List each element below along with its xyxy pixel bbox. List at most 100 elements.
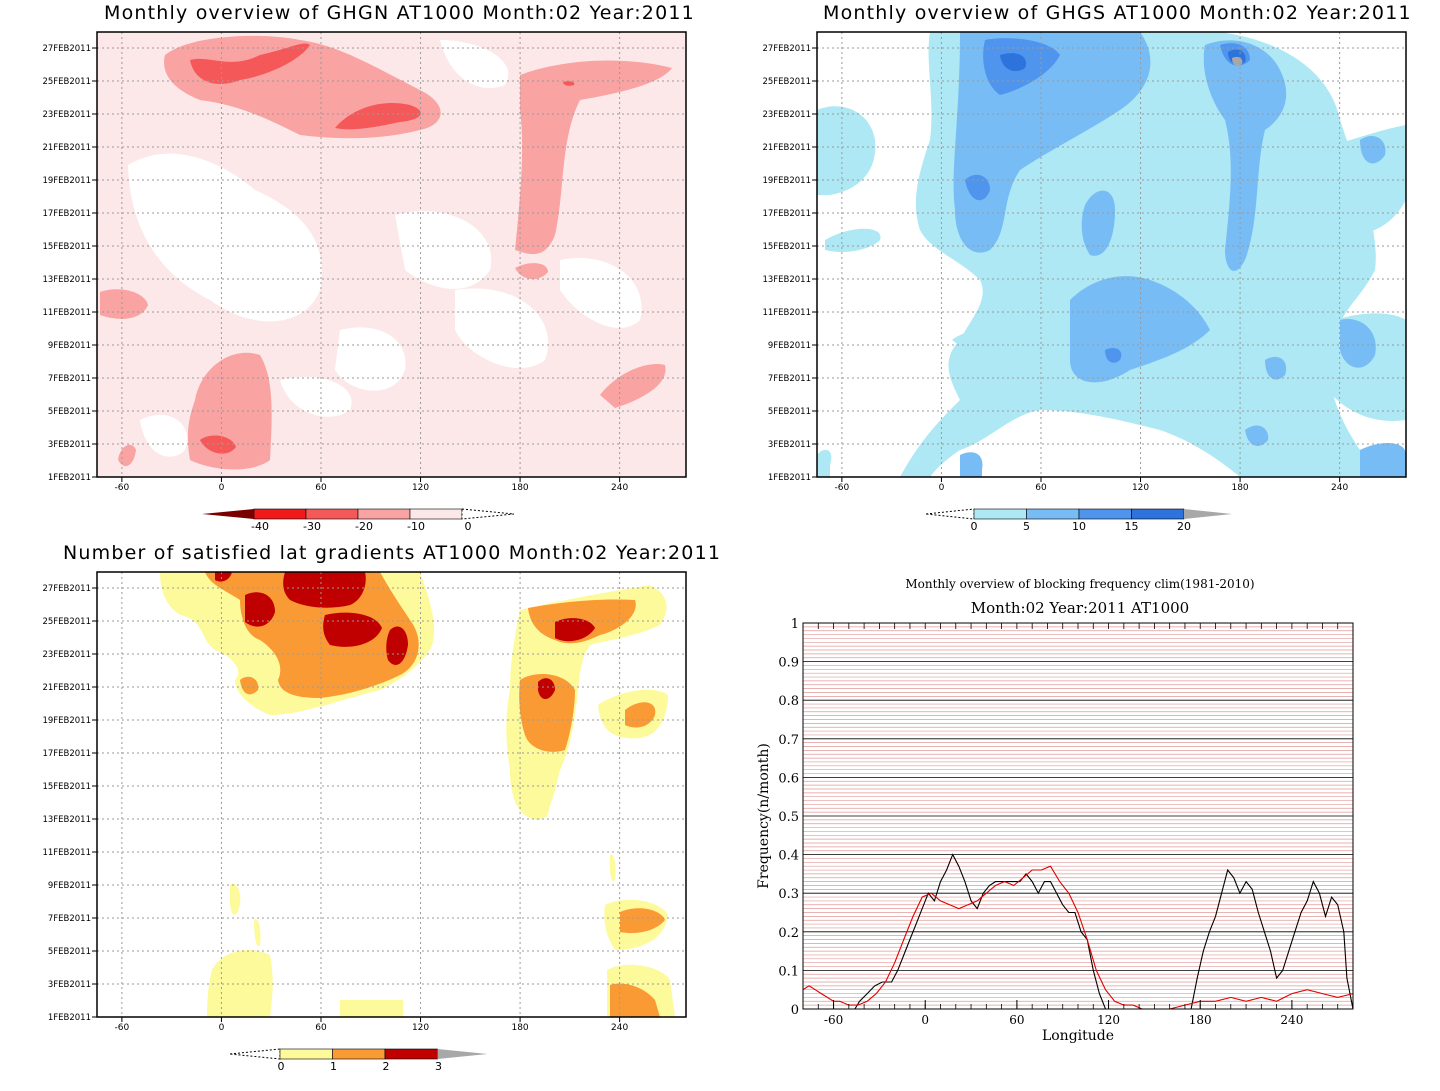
chart-3-title: Number of satisfied lat gradients AT1000…	[63, 542, 722, 564]
y-tick-label: 0.9	[778, 656, 799, 671]
chart-1-region-light-red-west	[100, 289, 148, 319]
chart-2-title: Monthly overview of GHGS AT1000 Month:02…	[823, 2, 1412, 24]
y-tick-label: 27FEB2011	[42, 584, 91, 594]
x-tick-label: 240	[611, 483, 628, 493]
chart-1-region-light-red-sw	[118, 444, 136, 467]
chart-3-region-crimson-right	[386, 626, 408, 665]
chart-2-axis-ticks: -60 0 60 120 180 240 1FEB2011 3FEB2011 5FEB2011 7…	[762, 44, 1348, 493]
chart-2-region-blue2-west	[965, 174, 990, 201]
x-tick-label: 180	[1189, 1013, 1212, 1027]
y-tick-label: 1FEB2011	[48, 473, 91, 483]
y-tick-label: 21FEB2011	[762, 143, 811, 153]
chart-4-subtitle: Month:02 Year:2011 AT1000	[970, 599, 1190, 617]
y-tick-label: 11FEB2011	[762, 308, 811, 318]
x-tick-label: -60	[824, 1013, 843, 1027]
chart-3-frame	[96, 571, 687, 1018]
chart-2-region-blue1-south-center	[1245, 425, 1269, 446]
y-tick-label: 3FEB2011	[48, 980, 91, 990]
chart-2-region-blue1-se	[1360, 443, 1406, 477]
chart-4-grid-minor	[803, 626, 1353, 1006]
x-tick-label: 240	[611, 1023, 628, 1033]
colorbar-label: -10	[407, 520, 425, 533]
colorbar-swatch	[357, 508, 411, 520]
chart-2-colorbar: 0 5 10 15 20	[925, 508, 1232, 533]
x-tick-label: 180	[511, 483, 528, 493]
y-tick-label: 27FEB2011	[762, 44, 811, 54]
x-tick-label: 240	[1280, 1013, 1303, 1027]
chart-1-region-mid-red-south	[200, 435, 236, 454]
chart-4-ylabel: Frequency(n/month)	[756, 743, 772, 889]
y-tick-label: 17FEB2011	[762, 209, 811, 219]
x-tick-label: 120	[1097, 1013, 1120, 1027]
y-tick-label: 9FEB2011	[768, 341, 811, 351]
colorbar-swatch	[253, 508, 307, 520]
chart-4-xlabel: Longitude	[1042, 1028, 1114, 1044]
chart-2-region-sky-southwest	[817, 449, 832, 477]
y-tick-label: 13FEB2011	[762, 275, 811, 285]
chart-1-region-mid-red-east	[563, 81, 575, 86]
colorbar-swatch	[332, 1048, 386, 1060]
y-tick-label: 7FEB2011	[768, 374, 811, 384]
chart-3-region-crimson-east-2	[538, 678, 555, 699]
x-tick-label: 0	[939, 483, 945, 493]
x-tick-label: 0	[921, 1013, 929, 1027]
colorbar-label: 0	[278, 1060, 285, 1073]
y-tick-label: 1FEB2011	[48, 1013, 91, 1023]
series-line-1	[802, 865, 1354, 1010]
colorbar-swatch	[1131, 508, 1185, 520]
chart-3-colorbar: 0 1 2 3	[229, 1048, 488, 1073]
chart-2-ghgs: -60 0 60 120 180 240 1FEB2011 3FEB2011 5FEB2011 7…	[762, 31, 1407, 533]
y-tick-label: 11FEB2011	[42, 848, 91, 858]
x-tick-label: 0	[219, 1023, 225, 1033]
chart-1-region-mid-red-north	[190, 43, 310, 84]
y-tick-label: 5FEB2011	[768, 407, 811, 417]
chart-1-axis-ticks: -60 0 60 120 180 240 1FEB2011 3FEB2011 5FEB2011 7…	[42, 44, 628, 493]
x-tick-label: 240	[1331, 483, 1348, 493]
y-tick-label: 0	[791, 1003, 799, 1018]
y-tick-label: 0.7	[778, 733, 799, 748]
chart-1-colorbar: -40 -30 -20 -10 0	[202, 508, 515, 533]
x-tick-label: 120	[412, 1023, 429, 1033]
y-tick-label: 19FEB2011	[42, 716, 91, 726]
colorbar-swatch	[305, 508, 359, 520]
chart-1-region-white-bottom	[140, 414, 188, 457]
x-tick-label: 180	[1231, 483, 1248, 493]
y-tick-label: 0.2	[778, 926, 799, 941]
chart-2-region-blue1-sw	[960, 452, 983, 477]
colorbar-label: 0	[465, 520, 472, 533]
x-tick-label: 60	[1035, 483, 1047, 493]
chart-2-plot: -60 0 60 120 180 240 1FEB2011 3FEB2011 5FEB2011 7…	[762, 31, 1407, 493]
colorbar-label: 2	[383, 1060, 390, 1073]
colorbar-swatch	[1078, 508, 1132, 520]
x-tick-label: 60	[1009, 1013, 1024, 1027]
chart-2-region-blue1-east-blob	[1340, 319, 1376, 368]
chart-3-region-yellow-east-drip	[536, 788, 550, 818]
chart-2-frame	[816, 31, 1407, 478]
chart-3-region-crimson-west	[245, 592, 275, 627]
colorbar-label: 10	[1072, 520, 1086, 533]
chart-4-blocking-frequency: 0 0.1 0.2 0.3 0.4 0.5 0.6 0.7 0.8 0.9 1 -60 0 60 120 18…	[756, 617, 1354, 1044]
y-tick-label: 0.1	[778, 964, 799, 979]
y-tick-label: 23FEB2011	[42, 650, 91, 660]
chart-3-region-crimson-east	[555, 618, 595, 642]
y-tick-label: 0.4	[778, 849, 799, 864]
chart-3-lat-gradients: -60 0 60 120 180 2401FEB20113FEB20115FEB20117…	[42, 571, 687, 1073]
y-tick-label: 0.5	[778, 810, 799, 825]
chart-3-region-orange-se-2	[610, 983, 660, 1017]
colorbar-swatch	[973, 508, 1027, 520]
colorbar-label: -30	[303, 520, 321, 533]
chart-2-region-blue3-north	[1000, 53, 1026, 72]
y-tick-label: 1FEB2011	[768, 473, 811, 483]
x-tick-label: -60	[835, 483, 850, 493]
y-tick-label: 9FEB2011	[48, 881, 91, 891]
y-tick-label: 25FEB2011	[42, 617, 91, 627]
x-tick-label: 60	[315, 483, 327, 493]
colorbar-label: -40	[251, 520, 269, 533]
colorbar-left-arrow	[202, 509, 254, 519]
chart-1-ghgn: -60 0 60 120 180 240 1FEB2011 3FEB2011 5FEB2011 7…	[42, 31, 687, 533]
x-tick-label: 120	[412, 483, 429, 493]
chart-1-region-white-east	[395, 211, 492, 289]
colorbar-swatch	[279, 1048, 333, 1060]
chart-2-region-sky-west	[817, 106, 876, 195]
colorbar-label: 20	[1177, 520, 1191, 533]
